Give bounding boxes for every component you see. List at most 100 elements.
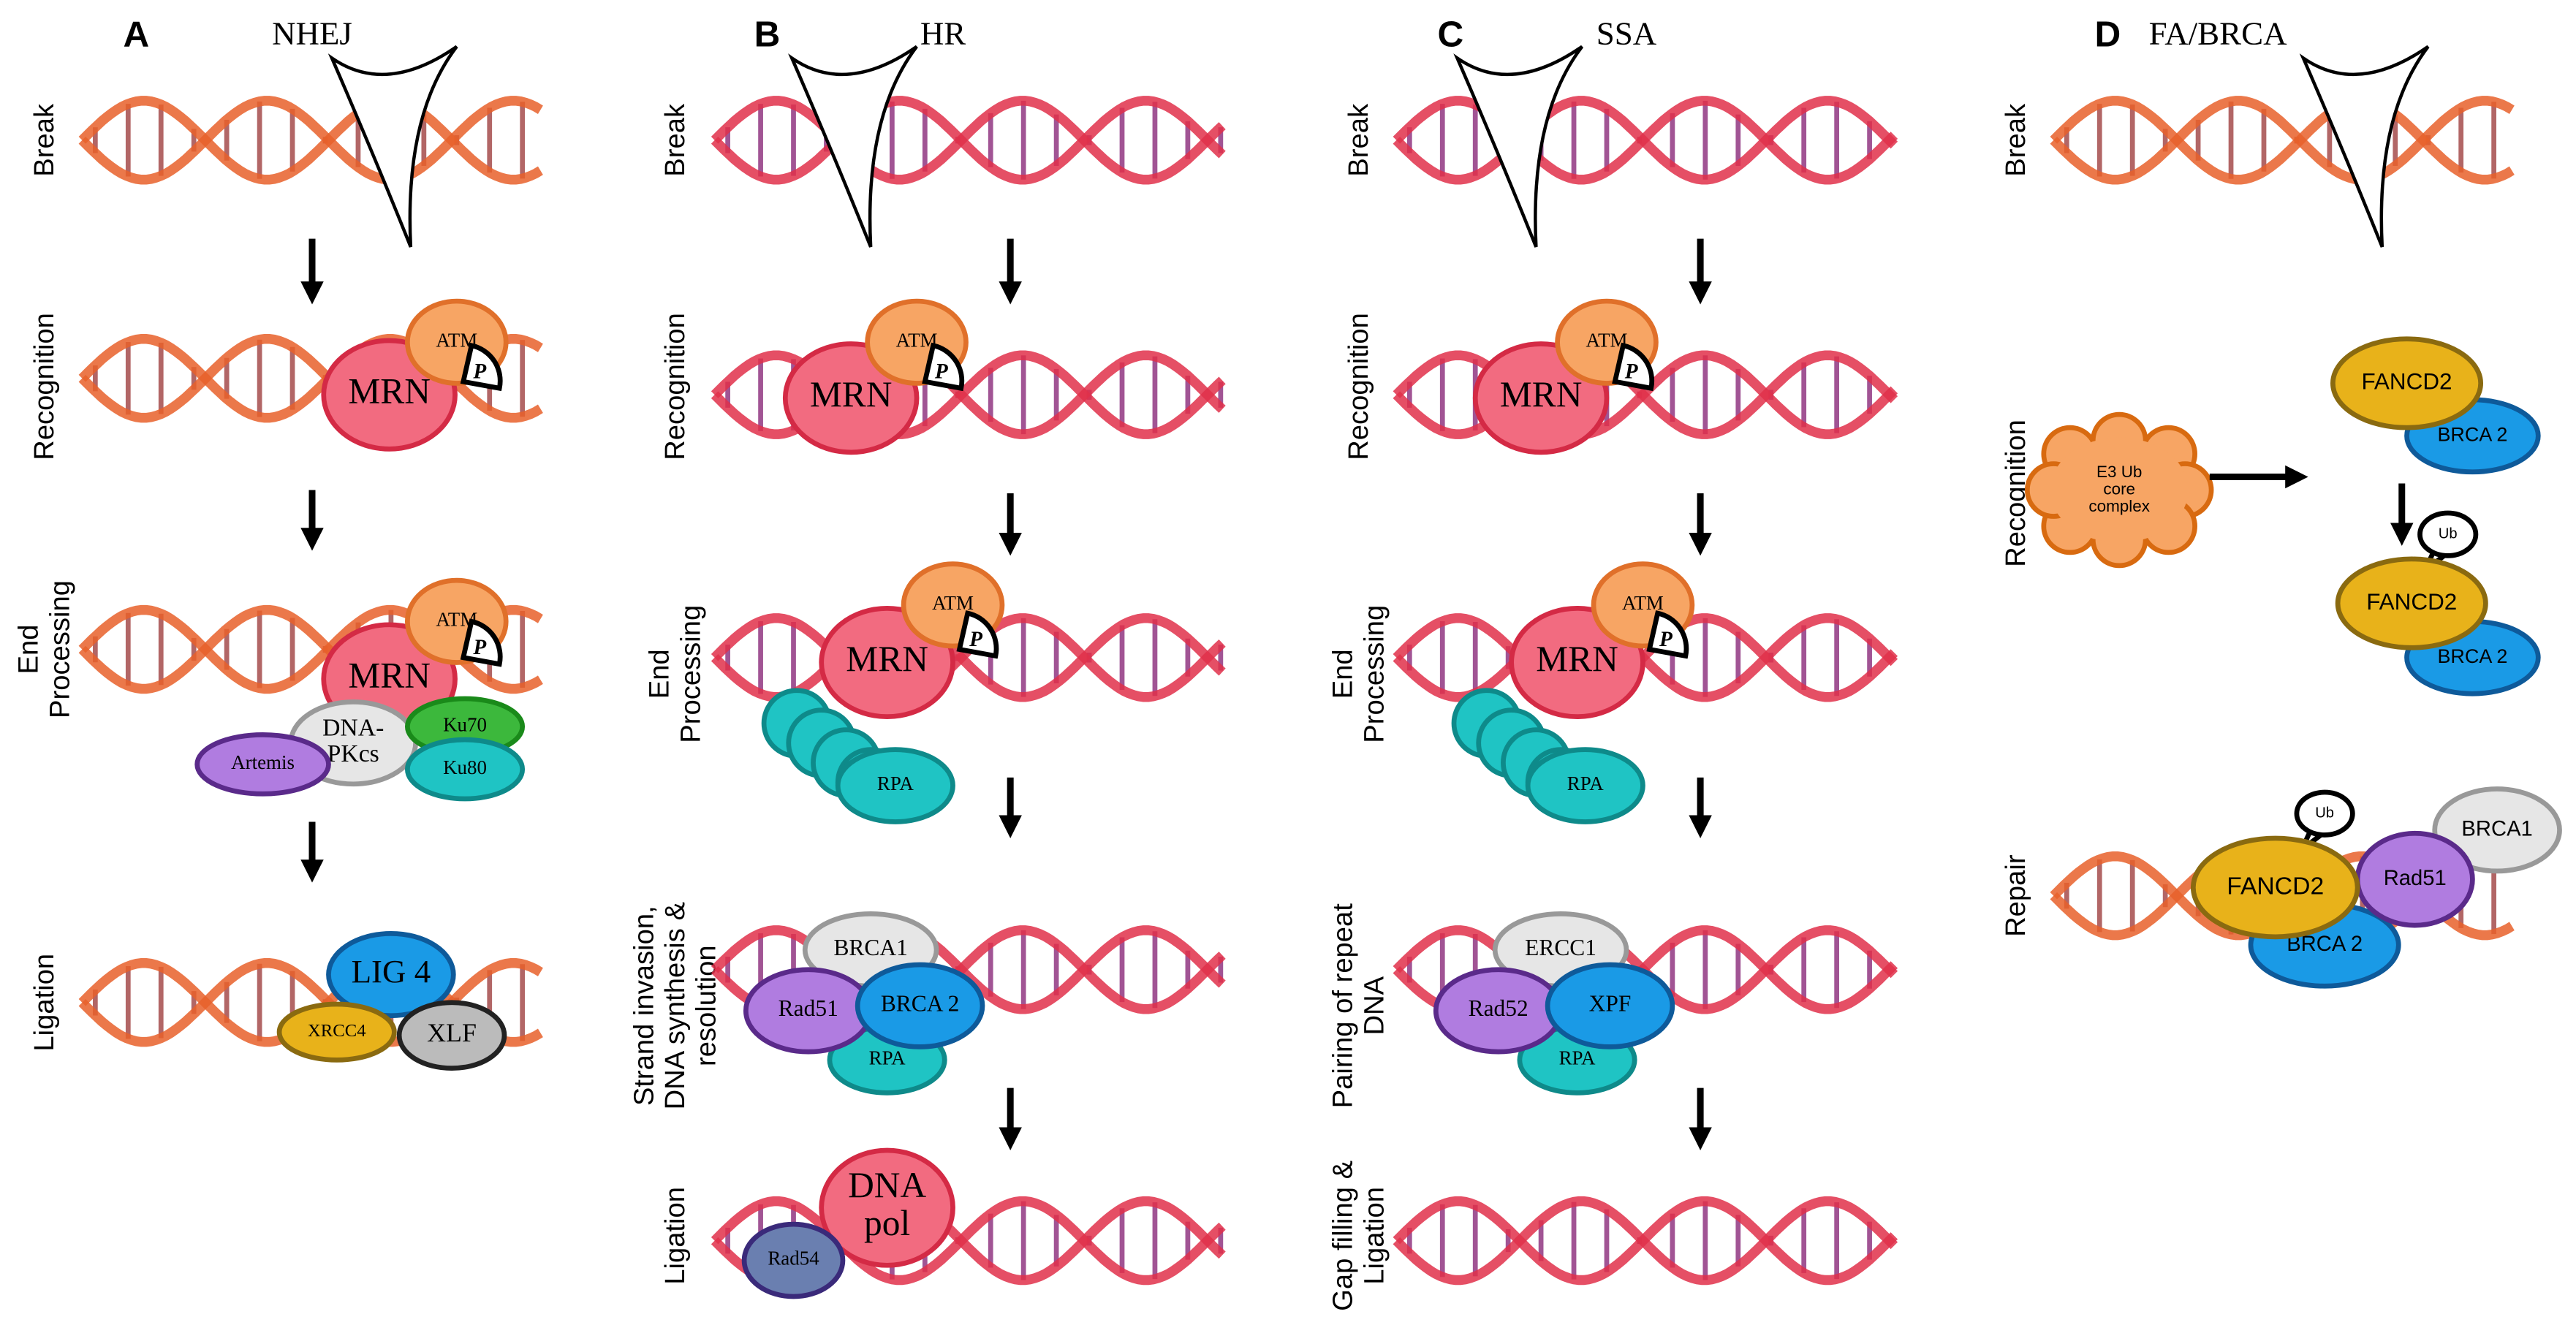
phospho-wedge: [922, 342, 965, 392]
arrow-head: [999, 281, 1022, 305]
protein-label: ATM: [932, 592, 974, 614]
protein-label: MRN: [348, 655, 431, 695]
protein-label: XRCC4: [308, 1021, 366, 1041]
protein-label: MRN: [1536, 639, 1618, 679]
protein-label: BRCA 2: [2437, 423, 2507, 445]
arrow: [999, 238, 1022, 305]
protein-label: P: [472, 636, 487, 659]
dna-strand: [1393, 925, 1898, 1014]
dna-strand: [1393, 96, 1898, 185]
dna-helix: [1393, 96, 1898, 185]
dna-strand: [78, 334, 543, 423]
panel-letter: D: [2094, 14, 2121, 54]
arrow: [300, 490, 324, 551]
step-label: Repair: [2000, 854, 2031, 937]
dna-strand: [711, 96, 1226, 185]
arrow-head: [2285, 465, 2308, 489]
step-label: Recognition: [659, 313, 691, 460]
phospho-wedge: [956, 610, 999, 659]
panel-title: SSA: [1596, 15, 1657, 52]
break-symbol: [788, 45, 918, 248]
step-label: End: [644, 649, 675, 699]
arrow: [1689, 777, 1712, 838]
break-symbol: [2299, 45, 2430, 248]
protein: [855, 962, 985, 1049]
protein-label: E3 Ub: [2096, 463, 2142, 481]
protein: [1525, 747, 1645, 824]
step-label: Ligation: [29, 954, 60, 1052]
arrow: [1689, 238, 1712, 305]
protein-label: RPA: [1559, 1047, 1596, 1069]
step-label: Ligation: [659, 1187, 691, 1285]
protein-label: BRCA 2: [2437, 645, 2507, 667]
dna-strand: [711, 1196, 1226, 1286]
ub-bubble: [2417, 510, 2479, 558]
dna-strand: [78, 96, 543, 185]
step-label: Break: [659, 103, 691, 177]
dna-helix: [2050, 96, 2515, 185]
step-label: Recognition: [1343, 313, 1374, 460]
protein-label: P: [934, 360, 949, 384]
step-label: Break: [1343, 103, 1374, 177]
protein-label: MRN: [846, 639, 928, 679]
protein: [2190, 835, 2360, 940]
protein: [741, 1221, 846, 1299]
protein: [404, 737, 526, 802]
protein-label: pol: [864, 1203, 910, 1243]
arrow: [999, 493, 1022, 556]
protein: [2330, 336, 2484, 430]
protein-label: Ku80: [443, 756, 487, 778]
step-label: End: [13, 625, 45, 675]
step-label: DNA synthesis &: [659, 902, 691, 1109]
step-label: Break: [2000, 103, 2031, 177]
arrow: [1689, 493, 1712, 556]
arrow: [2390, 483, 2414, 546]
step-label: Processing: [675, 605, 706, 743]
panel-title: HR: [920, 15, 966, 52]
arrow-head: [999, 532, 1022, 556]
protein: [326, 930, 456, 1019]
dna-strand: [711, 96, 1226, 185]
arrow-head: [1689, 532, 1712, 556]
protein-label: BRCA 2: [881, 990, 960, 1016]
dna-strand: [1393, 1196, 1898, 1286]
protein-label: Rad54: [768, 1248, 819, 1269]
step-label: Ligation: [1358, 1187, 1390, 1285]
protein-label: ATM: [1622, 592, 1664, 614]
dna-strand: [1393, 613, 1898, 702]
panel-letter: C: [1438, 14, 1464, 54]
dna-strand: [2050, 96, 2515, 185]
protein-label: core: [2103, 479, 2135, 498]
step-label: Gap filling &: [1327, 1161, 1359, 1311]
protein-label: P: [472, 360, 487, 384]
arrow: [999, 777, 1022, 838]
protein-label: DNA-: [322, 715, 384, 742]
phospho-wedge: [1612, 342, 1655, 392]
arrow-head: [300, 859, 324, 883]
panel-letter: A: [124, 14, 150, 54]
protein: [819, 1147, 955, 1268]
protein: [1545, 962, 1675, 1049]
protein-label: RPA: [877, 772, 914, 794]
arrow-head: [999, 1127, 1022, 1150]
protein-label: FANCD2: [2361, 369, 2452, 395]
protein-label: FANCD2: [2227, 872, 2324, 900]
protein: [194, 732, 331, 797]
protein-label: Rad52: [1469, 995, 1528, 1021]
protein-label: RPA: [869, 1047, 906, 1069]
protein: [2432, 786, 2562, 874]
dna-helix: [711, 96, 1226, 185]
protein-label: MRN: [1500, 374, 1583, 414]
dna-strand: [711, 925, 1226, 1014]
protein-label: P: [1659, 628, 1673, 651]
dna-strand: [2050, 96, 2515, 185]
protein-label: BRCA1: [833, 935, 907, 960]
step-label: DNA: [1358, 976, 1390, 1035]
ub-bubble: [2294, 789, 2355, 838]
protein-label: P: [1624, 360, 1639, 384]
step-label: End: [1327, 649, 1359, 699]
arrow-head: [2390, 523, 2414, 546]
protein-label: MRN: [348, 371, 431, 411]
arrow-head: [1689, 815, 1712, 838]
